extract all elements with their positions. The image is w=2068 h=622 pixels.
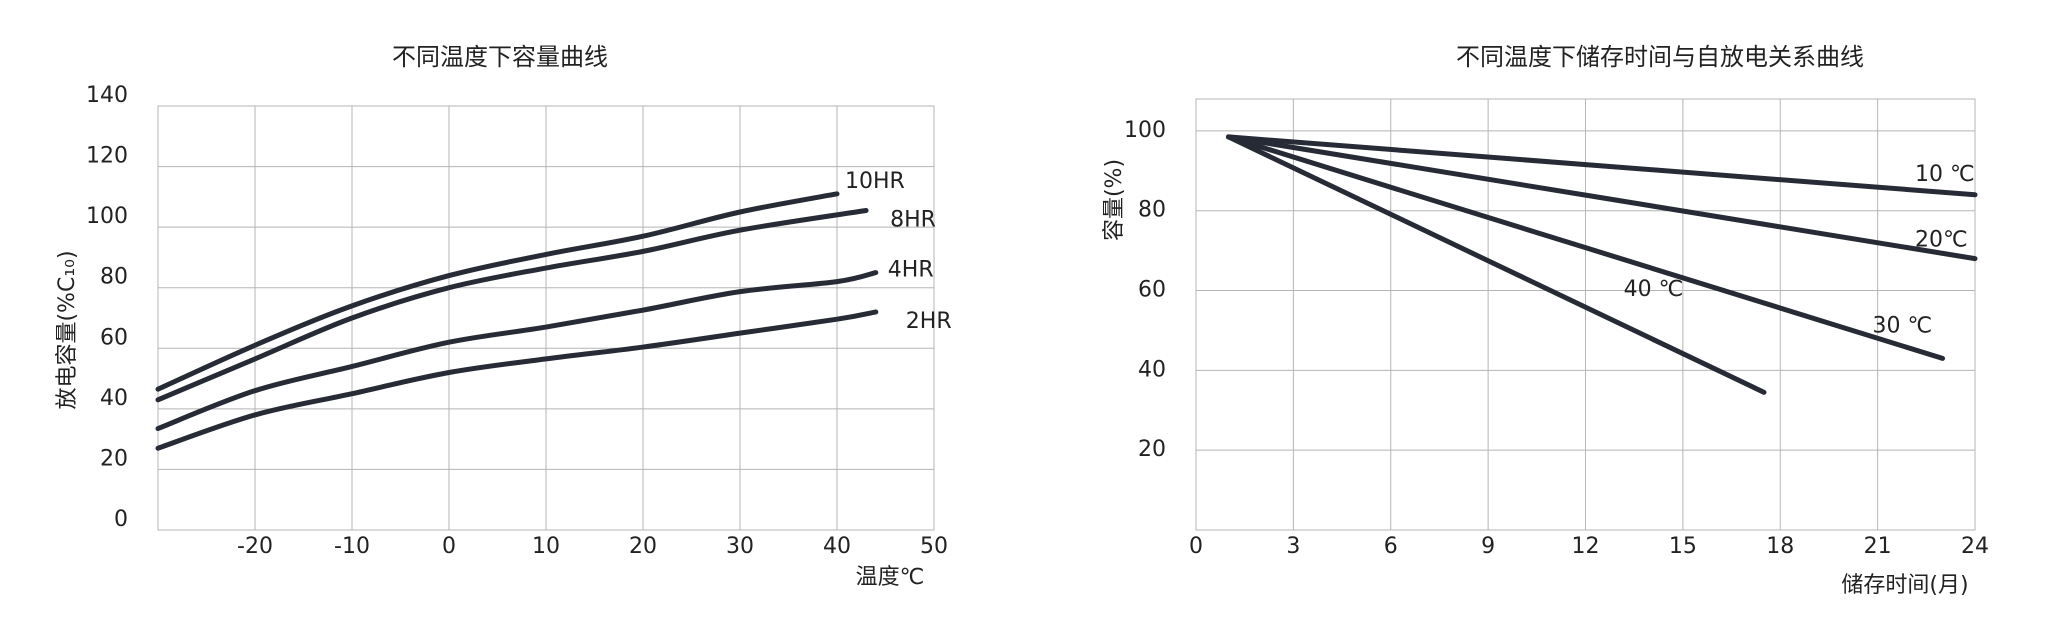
- y-tick-label: 40: [100, 386, 128, 411]
- x-tick-label: 3: [1286, 534, 1300, 559]
- x-tick-label: -10: [334, 534, 370, 559]
- chart-title: 不同温度下容量曲线: [392, 43, 608, 71]
- x-axis-label: 温度℃: [856, 565, 925, 590]
- x-tick-label: 0: [1189, 534, 1203, 559]
- y-tick-label: 80: [1138, 198, 1166, 223]
- series-label: 10HR: [845, 169, 905, 194]
- series-line: [155, 270, 879, 432]
- x-axis-label: 储存时间(月): [1841, 573, 1968, 598]
- y-tick-label: 20: [1138, 437, 1166, 462]
- series-label: 30 ℃: [1873, 313, 1933, 338]
- y-tick-label: 20: [100, 446, 128, 471]
- x-tick-label: 20: [629, 534, 657, 559]
- series-label: 4HR: [888, 258, 934, 283]
- series-line: [155, 309, 879, 451]
- series-line: [1225, 134, 1767, 395]
- series-label: 2HR: [906, 309, 952, 334]
- x-tick-label: -20: [237, 534, 273, 559]
- y-axis-label: 容量(%): [1102, 159, 1127, 241]
- y-tick-label: 0: [114, 507, 128, 532]
- chart-title: 不同温度下储存时间与自放电关系曲线: [1456, 43, 1864, 71]
- y-tick-label: 100: [1124, 118, 1166, 143]
- x-tick-label: 24: [1961, 534, 1989, 559]
- y-tick-label: 60: [1138, 278, 1166, 303]
- series-line: [155, 191, 840, 392]
- x-tick-label: 12: [1572, 534, 1600, 559]
- y-tick-label: 80: [100, 265, 128, 290]
- y-tick-label: 60: [100, 325, 128, 350]
- y-tick-label: 120: [86, 144, 128, 169]
- x-tick-label: 6: [1384, 534, 1398, 559]
- series-line: [1225, 134, 1978, 198]
- x-tick-label: 40: [823, 534, 851, 559]
- y-tick-label: 100: [86, 204, 128, 229]
- x-tick-label: 15: [1669, 534, 1697, 559]
- series-label: 20℃: [1915, 228, 1968, 253]
- y-tick-label: 140: [86, 83, 128, 108]
- x-tick-label: 18: [1766, 534, 1794, 559]
- y-tick-label: 40: [1138, 357, 1166, 382]
- x-tick-label: 21: [1864, 534, 1892, 559]
- x-tick-label: 9: [1481, 534, 1495, 559]
- x-tick-label: 30: [726, 534, 754, 559]
- y-axis-label: 放电容量(%C₁₀): [55, 250, 80, 409]
- series-label: 8HR: [890, 207, 936, 232]
- series-label: 40 ℃: [1624, 277, 1684, 302]
- x-tick-label: 50: [920, 534, 948, 559]
- series-line: [1225, 134, 1946, 361]
- series-line: [1225, 134, 1978, 262]
- x-tick-label: 10: [532, 534, 560, 559]
- x-tick-label: 0: [442, 534, 456, 559]
- series-label: 10 ℃: [1915, 162, 1975, 187]
- series-line: [155, 207, 869, 403]
